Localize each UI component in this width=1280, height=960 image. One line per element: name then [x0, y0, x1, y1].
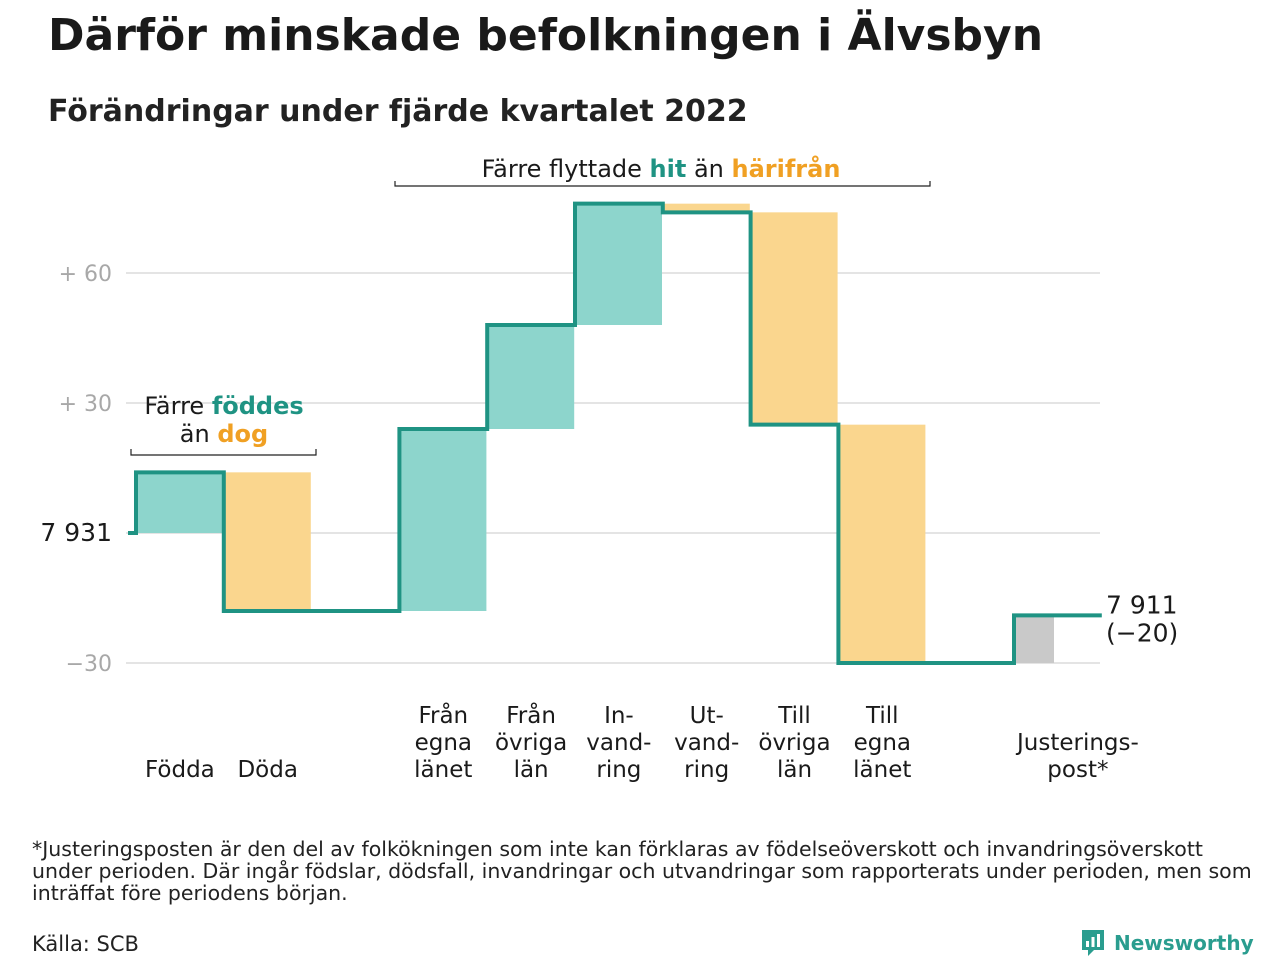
category-label: Justerings-: [1015, 730, 1139, 756]
annotation-bracket: [130, 449, 317, 456]
waterfall-bar: [662, 203, 750, 213]
category-label: län: [777, 757, 812, 783]
category-label: Från: [506, 701, 556, 729]
end-change-label: (−20): [1106, 618, 1178, 647]
category-label: Till: [865, 703, 899, 729]
waterfall-bar: [1014, 615, 1054, 663]
category-label: övriga: [758, 730, 830, 756]
category-label: övriga: [495, 730, 567, 756]
chart-subtitle: Förändringar under fjärde kvartalet 2022: [48, 94, 748, 129]
chart-title: Därför minskade befolkningen i Älvsbyn: [48, 10, 1044, 61]
waterfall-bar: [487, 325, 575, 429]
category-label: län: [514, 757, 549, 783]
annotation-migration: Färre flyttade hit än härifrån: [482, 154, 841, 183]
annotation-bracket: [394, 181, 931, 187]
start-value-label: 7 931: [40, 518, 112, 547]
logo-name: Newsworthy: [1114, 931, 1254, 955]
newsworthy-logo[interactable]: Newsworthy: [1080, 928, 1254, 958]
category-label: egna: [854, 730, 911, 756]
category-label: länet: [853, 757, 911, 783]
category-label: In-: [604, 703, 634, 729]
category-label: Från: [418, 701, 468, 729]
annotation-births-deaths-line2: än dog: [180, 420, 268, 448]
waterfall-bar: [575, 203, 662, 325]
source-credit: Källa: SCB: [32, 932, 139, 956]
category-label: egna: [415, 730, 472, 756]
category-label: post*: [1047, 757, 1108, 783]
waterfall-bar: [136, 472, 223, 533]
category-label: Födda: [145, 757, 215, 783]
waterfall-bar: [223, 472, 311, 611]
newsworthy-logo-icon: [1082, 930, 1104, 956]
category-label: Till: [777, 703, 811, 729]
end-value-label: 7 911: [1106, 590, 1178, 619]
category-label: ring: [684, 757, 729, 783]
category-label: ring: [596, 757, 641, 783]
y-tick-label: + 30: [59, 392, 112, 417]
category-label: Ut-: [690, 703, 724, 729]
y-tick-label: + 60: [59, 262, 112, 287]
waterfall-bar: [838, 424, 926, 663]
cumulative-step-line: [128, 201, 1102, 665]
annotation-births-deaths: Färre föddes: [144, 392, 303, 420]
waterfall-bar: [750, 212, 838, 425]
footnote: *Justeringsposten är den del av folkökni…: [32, 837, 1252, 905]
category-label: vand-: [586, 730, 651, 756]
category-label: Döda: [237, 757, 297, 783]
waterfall-bar: [399, 429, 487, 611]
category-label: vand-: [674, 730, 739, 756]
y-tick-label: −30: [66, 652, 112, 677]
category-label: länet: [414, 757, 472, 783]
